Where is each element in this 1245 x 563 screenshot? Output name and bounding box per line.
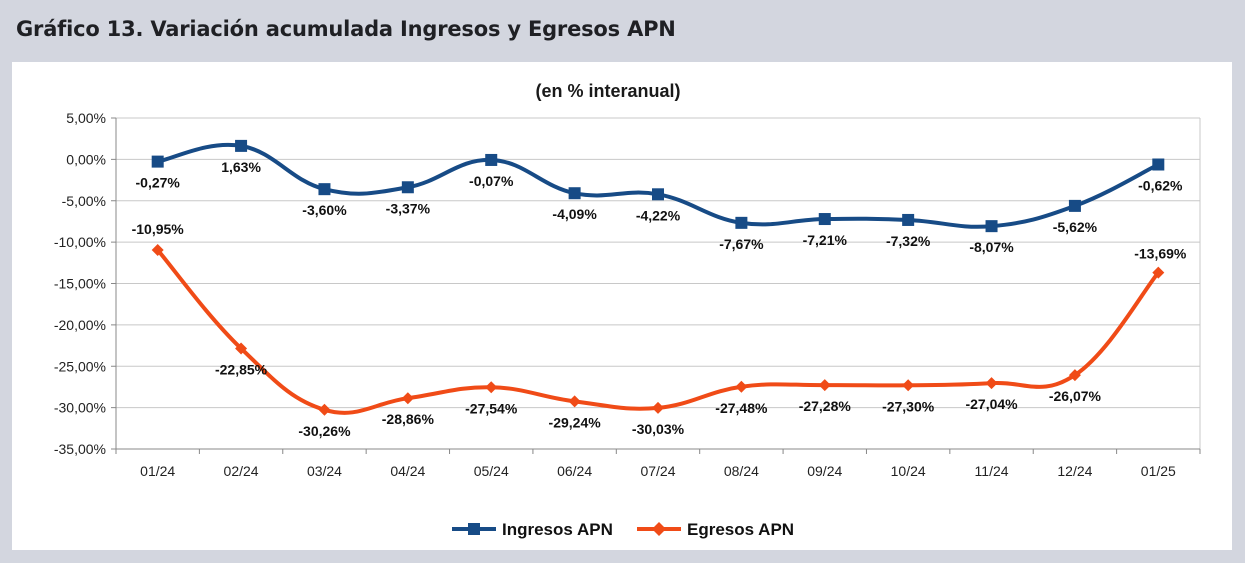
data-label-egresos: -27,30% xyxy=(882,398,935,414)
series-group: -0,27% 1,63% -3,60% -3,37% -0,07% -4,09% -4,22… xyxy=(132,139,1187,439)
data-point-ingresos xyxy=(818,213,831,226)
data-point-ingresos xyxy=(902,213,915,226)
legend: Ingresos APN Egresos APN xyxy=(452,520,794,539)
y-tick-label: -20,00% xyxy=(54,317,106,333)
data-label-ingresos: -7,21% xyxy=(803,232,848,248)
data-point-ingresos xyxy=(401,181,414,194)
x-tick-label: 03/24 xyxy=(307,463,342,479)
data-point-egresos xyxy=(568,395,581,408)
line-chart: (en % interanual) 5,00% 0,00% -5,00% -10,00… xyxy=(54,81,1201,539)
y-tick-label: -35,00% xyxy=(54,441,106,457)
gridlines xyxy=(111,117,1201,454)
data-label-egresos: -27,04% xyxy=(965,396,1018,412)
data-label-ingresos: -4,22% xyxy=(636,207,681,223)
data-point-ingresos xyxy=(652,188,664,201)
x-tick-label: 01/25 xyxy=(1141,463,1176,479)
data-label-egresos: -27,28% xyxy=(799,398,852,414)
y-tick-label: -25,00% xyxy=(54,358,106,374)
series-line-egresos xyxy=(156,248,1160,415)
y-tick-label: 0,00% xyxy=(66,151,106,167)
y-tick-label: -30,00% xyxy=(54,400,106,416)
data-label-ingresos: -5,62% xyxy=(1053,219,1098,235)
x-axis-ticks: 01/24 02/24 03/24 04/24 05/24 06/24 07/24 08/24… xyxy=(140,463,1176,479)
x-tick-label: 11/24 xyxy=(975,463,1009,479)
figure-title: Gráfico 13. Variación acumulada Ingresos… xyxy=(16,17,676,41)
data-label-ingresos: -0,27% xyxy=(136,175,181,191)
data-point-egresos xyxy=(235,342,248,355)
data-point-egresos xyxy=(818,379,831,392)
data-label-ingresos: -3,37% xyxy=(386,200,431,216)
y-tick-label: -5,00% xyxy=(62,193,106,209)
chart-subtitle: (en % interanual) xyxy=(535,81,680,101)
data-label-egresos: -28,86% xyxy=(382,411,435,427)
legend-marker-square xyxy=(468,523,480,535)
data-label-egresos: -27,48% xyxy=(715,400,768,416)
data-label-egresos: -29,24% xyxy=(549,414,602,430)
data-point-egresos xyxy=(151,243,164,256)
data-label-ingresos: -0,07% xyxy=(469,173,514,189)
x-tick-label: 07/24 xyxy=(640,463,675,479)
legend-item-ingresos: Ingresos APN xyxy=(452,520,613,539)
data-point-ingresos xyxy=(1068,199,1081,212)
x-tick-label: 04/24 xyxy=(390,463,425,479)
data-point-egresos xyxy=(1152,266,1165,279)
x-tick-label: 12/24 xyxy=(1057,463,1092,479)
data-label-ingresos: 1,63% xyxy=(221,159,261,175)
x-tick-label: 06/24 xyxy=(557,463,592,479)
data-point-egresos xyxy=(318,403,331,416)
y-tick-label: -10,00% xyxy=(54,234,106,250)
data-point-ingresos xyxy=(318,183,331,196)
data-label-egresos: -26,07% xyxy=(1049,388,1102,404)
x-tick-label: 08/24 xyxy=(724,463,759,479)
data-point-egresos xyxy=(1068,369,1081,382)
data-label-ingresos: -7,67% xyxy=(719,236,764,252)
legend-label: Egresos APN xyxy=(687,520,794,539)
data-point-ingresos xyxy=(1152,158,1165,171)
chart-panel: (en % interanual) 5,00% 0,00% -5,00% -10,00… xyxy=(12,62,1232,550)
data-label-ingresos: -4,09% xyxy=(552,206,597,222)
y-axis-ticks: 5,00% 0,00% -5,00% -10,00% -15,00% -20,00% -25… xyxy=(54,110,106,457)
x-tick-label: 09/24 xyxy=(807,463,842,479)
data-label-egresos: -30,03% xyxy=(632,421,685,437)
data-label-egresos: -27,54% xyxy=(465,400,518,416)
legend-label: Ingresos APN xyxy=(502,520,613,539)
data-label-ingresos: -0,62% xyxy=(1138,178,1183,194)
data-point-egresos xyxy=(735,380,748,393)
data-label-egresos: -10,95% xyxy=(132,221,185,237)
data-label-ingresos: -7,32% xyxy=(886,233,931,249)
data-label-egresos: -22,85% xyxy=(215,361,268,377)
data-label-ingresos: -8,07% xyxy=(969,239,1014,255)
chart-header: Gráfico 13. Variación acumulada Ingresos… xyxy=(0,0,1245,60)
data-point-ingresos xyxy=(485,153,498,166)
data-label-ingresos: -3,60% xyxy=(302,202,347,218)
data-point-ingresos xyxy=(568,187,581,200)
data-point-egresos xyxy=(652,401,664,414)
legend-item-egresos: Egresos APN xyxy=(637,520,794,539)
y-tick-label: 5,00% xyxy=(66,110,106,126)
data-label-egresos: -30,26% xyxy=(298,423,351,439)
x-tick-label: 02/24 xyxy=(224,463,259,479)
data-point-ingresos xyxy=(985,220,998,233)
y-tick-label: -15,00% xyxy=(54,276,106,292)
x-tick-label: 01/24 xyxy=(140,463,175,479)
data-label-egresos: -13,69% xyxy=(1134,246,1187,262)
data-point-ingresos xyxy=(735,216,748,229)
data-point-egresos xyxy=(401,392,414,405)
legend-marker-diamond xyxy=(652,522,666,536)
data-point-egresos xyxy=(485,381,498,394)
x-tick-label: 10/24 xyxy=(891,463,926,479)
x-tick-label: 05/24 xyxy=(474,463,509,479)
data-point-egresos xyxy=(985,377,998,390)
data-point-ingresos xyxy=(235,139,248,152)
data-point-ingresos xyxy=(151,155,164,168)
data-point-egresos xyxy=(902,379,915,392)
